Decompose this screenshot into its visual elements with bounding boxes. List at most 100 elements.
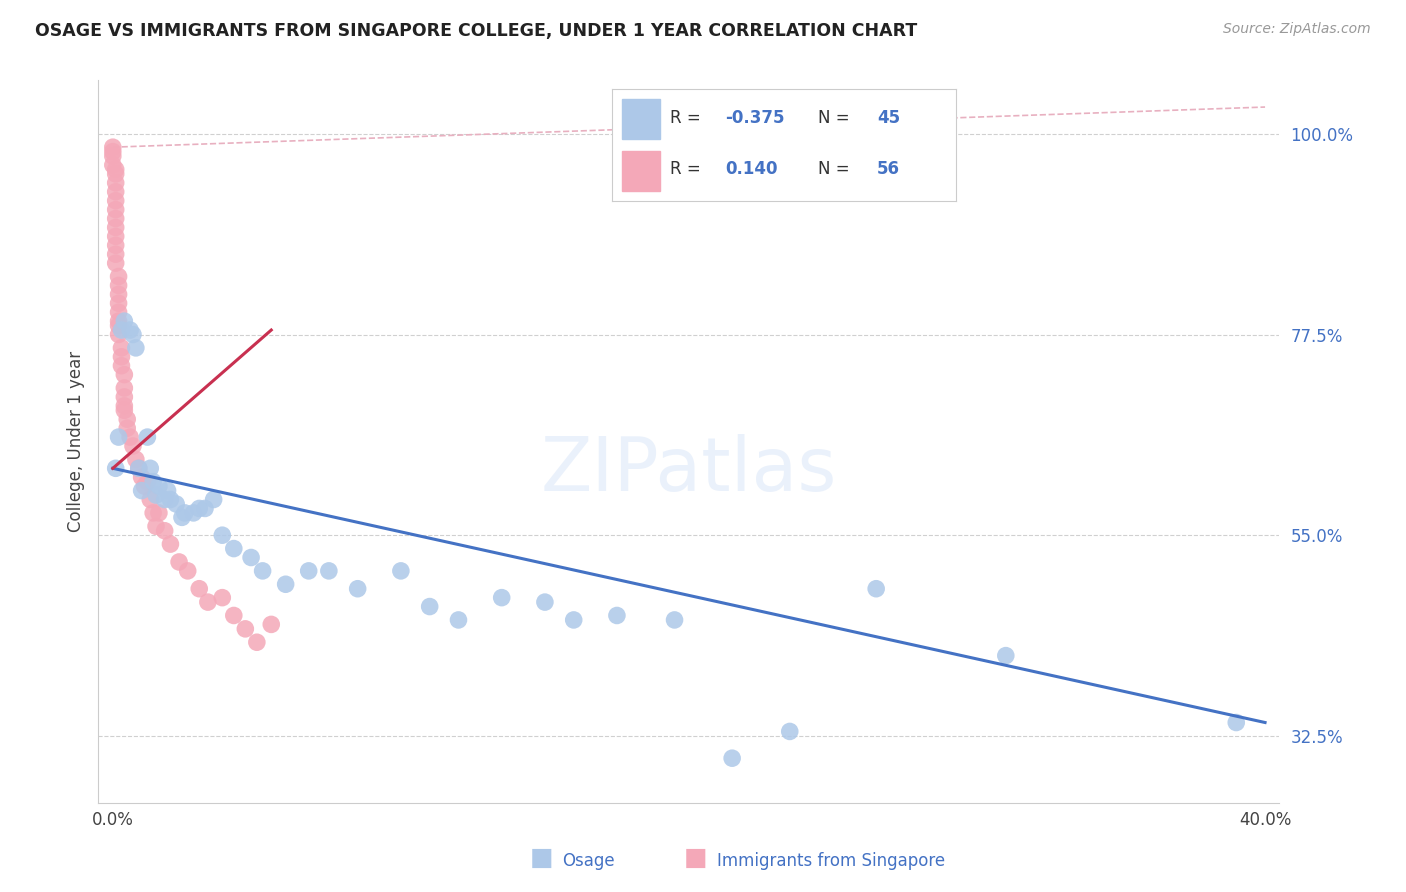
Point bbox=[145, 488, 167, 502]
Point bbox=[107, 314, 129, 328]
Point bbox=[107, 269, 129, 284]
Point bbox=[222, 541, 245, 556]
Point bbox=[104, 461, 127, 475]
Point bbox=[153, 524, 176, 538]
Point bbox=[246, 635, 269, 649]
Point bbox=[104, 238, 127, 252]
Point bbox=[112, 390, 135, 404]
Point bbox=[252, 564, 274, 578]
Point bbox=[110, 359, 132, 373]
Text: R =: R = bbox=[671, 161, 706, 178]
Point bbox=[134, 479, 156, 493]
Point bbox=[128, 461, 150, 475]
Point bbox=[159, 492, 181, 507]
Point bbox=[136, 430, 159, 444]
Point bbox=[104, 176, 127, 190]
Point bbox=[159, 537, 181, 551]
Point bbox=[139, 461, 162, 475]
Point bbox=[101, 158, 124, 172]
Point bbox=[125, 452, 148, 467]
Point bbox=[104, 220, 127, 235]
Point bbox=[104, 167, 127, 181]
Point bbox=[139, 492, 162, 507]
Point bbox=[721, 751, 744, 765]
Text: Source: ZipAtlas.com: Source: ZipAtlas.com bbox=[1223, 22, 1371, 37]
Point bbox=[131, 470, 153, 484]
Point bbox=[240, 550, 263, 565]
Text: N =: N = bbox=[818, 109, 855, 128]
Point bbox=[606, 608, 628, 623]
Bar bbox=[621, 151, 659, 191]
Point bbox=[115, 421, 138, 435]
Point bbox=[188, 501, 211, 516]
Point bbox=[122, 439, 145, 453]
Point bbox=[779, 724, 801, 739]
Point bbox=[104, 194, 127, 208]
Point bbox=[131, 483, 153, 498]
Point bbox=[419, 599, 441, 614]
Point bbox=[112, 403, 135, 417]
Point bbox=[165, 497, 187, 511]
Point bbox=[110, 323, 132, 337]
Point bbox=[183, 506, 205, 520]
Point bbox=[148, 479, 170, 493]
Point bbox=[142, 475, 165, 489]
Point bbox=[104, 256, 127, 270]
Point bbox=[145, 519, 167, 533]
Point bbox=[112, 314, 135, 328]
Point bbox=[274, 577, 297, 591]
Text: 56: 56 bbox=[877, 161, 900, 178]
Text: -0.375: -0.375 bbox=[725, 109, 785, 128]
Point bbox=[298, 564, 321, 578]
Point bbox=[101, 140, 124, 154]
Point bbox=[167, 555, 190, 569]
Point bbox=[156, 483, 179, 498]
Point bbox=[222, 608, 245, 623]
Text: ■: ■ bbox=[530, 846, 553, 870]
Point bbox=[177, 564, 200, 578]
Point bbox=[115, 412, 138, 426]
Point bbox=[562, 613, 585, 627]
Point bbox=[101, 145, 124, 159]
Point bbox=[534, 595, 557, 609]
Point bbox=[107, 327, 129, 342]
Point bbox=[104, 202, 127, 217]
Point bbox=[153, 492, 176, 507]
Point bbox=[107, 287, 129, 301]
Point bbox=[142, 506, 165, 520]
Point bbox=[346, 582, 368, 596]
Point bbox=[104, 162, 127, 177]
Point bbox=[120, 323, 142, 337]
Point bbox=[170, 510, 193, 524]
Point bbox=[104, 247, 127, 261]
Point bbox=[664, 613, 686, 627]
Point bbox=[107, 296, 129, 310]
Text: 45: 45 bbox=[877, 109, 900, 128]
Text: OSAGE VS IMMIGRANTS FROM SINGAPORE COLLEGE, UNDER 1 YEAR CORRELATION CHART: OSAGE VS IMMIGRANTS FROM SINGAPORE COLLE… bbox=[35, 22, 917, 40]
Point bbox=[112, 368, 135, 382]
Point bbox=[211, 528, 233, 542]
Point bbox=[104, 211, 127, 226]
Point bbox=[104, 185, 127, 199]
Text: ■: ■ bbox=[685, 846, 707, 870]
Point bbox=[125, 341, 148, 355]
Point bbox=[122, 327, 145, 342]
Text: Immigrants from Singapore: Immigrants from Singapore bbox=[717, 852, 945, 870]
Text: N =: N = bbox=[818, 161, 855, 178]
Point bbox=[120, 430, 142, 444]
Point bbox=[112, 399, 135, 413]
Point bbox=[318, 564, 340, 578]
Point bbox=[107, 278, 129, 293]
Point bbox=[447, 613, 470, 627]
Point bbox=[128, 461, 150, 475]
Point bbox=[104, 229, 127, 244]
Text: ZIPatlas: ZIPatlas bbox=[541, 434, 837, 507]
Point bbox=[994, 648, 1017, 663]
Point bbox=[865, 582, 887, 596]
Point bbox=[233, 622, 256, 636]
Point bbox=[110, 350, 132, 364]
Point bbox=[194, 501, 217, 516]
Text: 0.140: 0.140 bbox=[725, 161, 778, 178]
Y-axis label: College, Under 1 year: College, Under 1 year bbox=[66, 351, 84, 533]
Point bbox=[211, 591, 233, 605]
